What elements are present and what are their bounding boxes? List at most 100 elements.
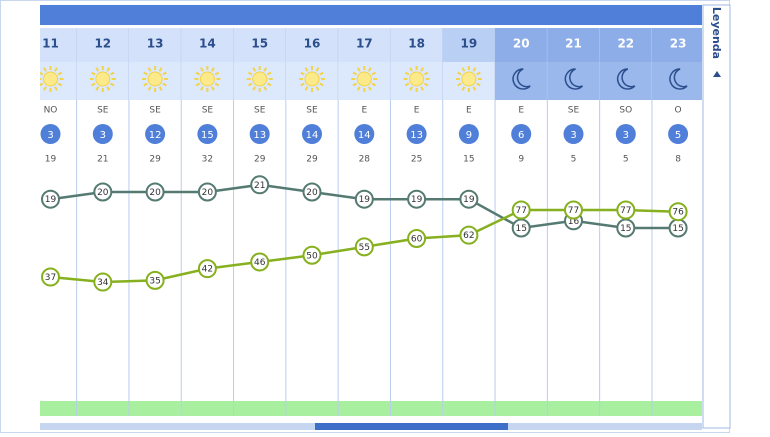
wind-badge xyxy=(92,124,113,144)
wind-speed: 15 xyxy=(201,130,214,141)
wind-speed: 3 xyxy=(623,130,629,141)
humidity-point xyxy=(616,200,636,220)
sun-ray xyxy=(457,71,462,76)
wind-speed: 13 xyxy=(410,130,423,141)
sun-ray xyxy=(266,71,272,76)
temperature-point xyxy=(302,182,322,202)
wind-direction: O xyxy=(675,106,682,116)
sun-ray xyxy=(476,71,481,76)
humidity-label: 34 xyxy=(97,278,109,288)
wind-speed: 9 xyxy=(466,130,472,141)
legend-tab[interactable]: Leyenda xyxy=(710,7,723,59)
sun-ray xyxy=(214,82,220,87)
temperature-label: 15 xyxy=(620,224,631,234)
wind-direction: SE xyxy=(149,106,161,116)
wind-badge xyxy=(563,124,584,144)
wind-badge xyxy=(40,124,61,144)
wind-direction: SO xyxy=(619,106,632,116)
top-bar xyxy=(40,5,702,25)
gust: 5 xyxy=(571,155,577,165)
sun-disc xyxy=(95,71,111,87)
sun-ray xyxy=(300,82,305,87)
sun-ray xyxy=(195,71,201,76)
sun-ray xyxy=(404,82,410,87)
sun-disc xyxy=(147,71,163,87)
sun-ray xyxy=(95,86,100,91)
moon-icon xyxy=(616,68,636,90)
temperature-point xyxy=(354,189,374,209)
sun-ray xyxy=(214,71,220,76)
wind-badge xyxy=(249,124,270,144)
sun-ray xyxy=(352,82,358,87)
sun-ray xyxy=(200,86,204,91)
temperature-point xyxy=(250,175,270,195)
hour-label: 20 xyxy=(513,37,530,51)
sun-ray xyxy=(54,67,58,72)
wind-badge xyxy=(145,124,166,144)
legend-panel[interactable] xyxy=(702,4,731,429)
temperature-label: 20 xyxy=(97,188,109,198)
hour-cell xyxy=(76,28,129,62)
scrollbar-thumb[interactable] xyxy=(315,423,508,430)
sun-ray xyxy=(54,86,58,91)
sun-ray xyxy=(409,67,413,72)
sun-icon xyxy=(194,66,221,92)
wind-direction: SE xyxy=(254,106,266,116)
gust: 29 xyxy=(254,155,266,165)
sun-icon xyxy=(89,66,116,92)
legend-arrow[interactable] xyxy=(713,71,721,77)
wind-speed: 14 xyxy=(358,130,371,141)
gust: 15 xyxy=(463,155,474,165)
humidity-label: 42 xyxy=(202,265,213,275)
sun-ray xyxy=(211,86,215,91)
temperature-label: 20 xyxy=(202,188,214,198)
sun-icon xyxy=(299,66,325,92)
wind-badge xyxy=(302,124,322,144)
hour-label: 18 xyxy=(408,37,425,51)
wind-direction: SE xyxy=(202,106,214,116)
wind-speed: 5 xyxy=(675,130,681,141)
temperature-label: 19 xyxy=(359,195,371,205)
wind-badge xyxy=(458,124,479,144)
sun-ray xyxy=(143,82,148,87)
hour-label: 21 xyxy=(565,37,582,51)
temperature-label: 20 xyxy=(306,188,318,198)
wind-direction: SE xyxy=(97,106,109,116)
sun-ray xyxy=(40,71,44,76)
sun-ray xyxy=(247,82,253,87)
sun-ray xyxy=(252,67,257,72)
humidity-label: 77 xyxy=(515,206,526,216)
sun-ray xyxy=(263,86,268,91)
sun-ray xyxy=(158,67,163,72)
temperature-point xyxy=(41,189,60,209)
hour-label: 14 xyxy=(199,37,216,51)
gust: 28 xyxy=(359,155,371,165)
sun-ray xyxy=(91,71,96,76)
sun-ray xyxy=(423,82,429,87)
sun-ray xyxy=(43,67,47,72)
wind-speed: 3 xyxy=(100,130,106,141)
humidity-label: 35 xyxy=(149,276,160,286)
humidity-label: 55 xyxy=(359,243,370,253)
sun-ray xyxy=(420,86,424,91)
sun-ray xyxy=(356,67,361,72)
temperature-label: 15 xyxy=(515,224,526,234)
sun-ray xyxy=(43,86,47,91)
wind-speed: 12 xyxy=(149,130,162,141)
sun-ray xyxy=(315,86,320,91)
temperature-label: 19 xyxy=(411,195,423,205)
sun-icon xyxy=(351,66,378,92)
temperature-label: 16 xyxy=(568,217,580,227)
wind-speed: 6 xyxy=(518,130,524,141)
sun-ray xyxy=(315,67,320,72)
sun-ray xyxy=(352,71,358,76)
sun-ray xyxy=(319,71,324,76)
gust: 5 xyxy=(623,155,629,165)
sun-ray xyxy=(195,82,201,87)
temperature-label: 19 xyxy=(45,195,57,205)
temperature-point xyxy=(459,189,479,209)
hour-cell xyxy=(651,28,702,62)
sun-ray xyxy=(371,82,377,87)
sun-ray xyxy=(404,71,410,76)
